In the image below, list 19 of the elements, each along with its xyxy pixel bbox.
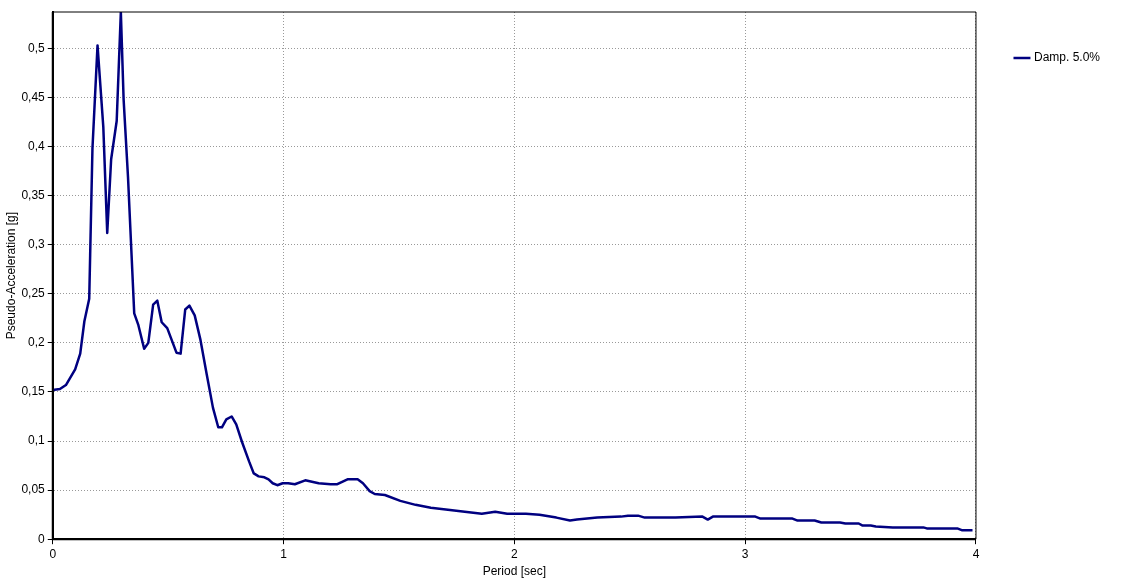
- x-tick-label: 1: [280, 546, 288, 561]
- y-tick-label: 0,4: [28, 138, 46, 153]
- x-tick-label: 2: [511, 546, 519, 561]
- y-tick-label: 0,05: [21, 482, 46, 497]
- x-tick-label: 0: [49, 546, 57, 561]
- x-axis-title: Period [sec]: [482, 564, 547, 579]
- y-tick-label: 0,2: [28, 335, 46, 350]
- legend-label: Damp. 5.0%: [1033, 50, 1101, 65]
- y-axis-title: Pseudo-Acceleration [g]: [3, 211, 18, 340]
- y-tick-label: 0,15: [21, 384, 46, 399]
- x-tick-label: 3: [741, 546, 749, 561]
- y-tick-label: 0,35: [21, 187, 46, 202]
- y-tick-label: 0: [38, 531, 46, 546]
- y-tick-label: 0,25: [21, 286, 46, 301]
- y-tick-label: 0,1: [28, 433, 46, 448]
- x-tick-label: 4: [972, 546, 980, 561]
- y-tick-label: 0,3: [28, 236, 46, 251]
- y-tick-label: 0,45: [21, 89, 46, 104]
- y-tick-label: 0,5: [28, 40, 46, 55]
